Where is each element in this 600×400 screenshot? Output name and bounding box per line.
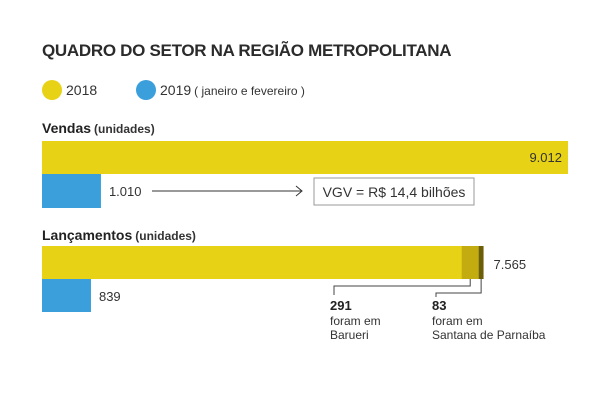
value-label-vendas-2019: 1.010 [109, 184, 142, 199]
bar-lancamentos-2019 [42, 279, 91, 312]
note-santana-line1: foram em [432, 314, 483, 328]
segment-santana [478, 246, 484, 279]
value-label-vendas-2018: 9.012 [529, 150, 562, 165]
vgv-box [313, 177, 475, 206]
note-barueri-line1: foram em [330, 314, 381, 328]
bar-vendas-2019 [42, 174, 101, 208]
group-name: Lançamentos [42, 227, 132, 243]
legend-year: 2019 [160, 82, 191, 98]
group-name: Vendas [42, 120, 91, 136]
note-barueri-line2: Barueri [330, 328, 369, 342]
leader-line-barueri [333, 279, 471, 295]
legend-label-2019: 2019( janeiro e fevereiro ) [160, 82, 305, 98]
segment-barueri [461, 246, 479, 279]
bar-lancamentos-2018 [42, 246, 484, 279]
legend-note: ( janeiro e fevereiro ) [194, 84, 305, 98]
group-title-lancamentos: Lançamentos (unidades) [42, 227, 196, 243]
chart-title: QUADRO DO SETOR NA REGIÃO METROPOLITANA [42, 40, 451, 60]
legend-swatch-2018 [42, 80, 62, 100]
arrow-head-icon [295, 185, 303, 197]
value-label-lancamentos-2018: 7.565 [494, 257, 527, 272]
note-santana-line2: Santana de Parnaíba [432, 328, 546, 342]
group-unit: (unidades) [135, 229, 196, 243]
leader-line-santana [435, 279, 482, 297]
legend-label-2018: 2018 [66, 82, 97, 98]
vgv-annotation: VGV = R$ 14,4 bilhões [323, 184, 466, 200]
group-unit: (unidades) [94, 122, 155, 136]
legend-swatch-2019 [136, 80, 156, 100]
note-santana-value: 83 [432, 298, 446, 313]
value-label-lancamentos-2019: 839 [99, 289, 121, 304]
note-barueri-value: 291 [330, 298, 352, 313]
bar-vendas-2018 [42, 141, 568, 174]
group-title-vendas: Vendas (unidades) [42, 120, 155, 136]
